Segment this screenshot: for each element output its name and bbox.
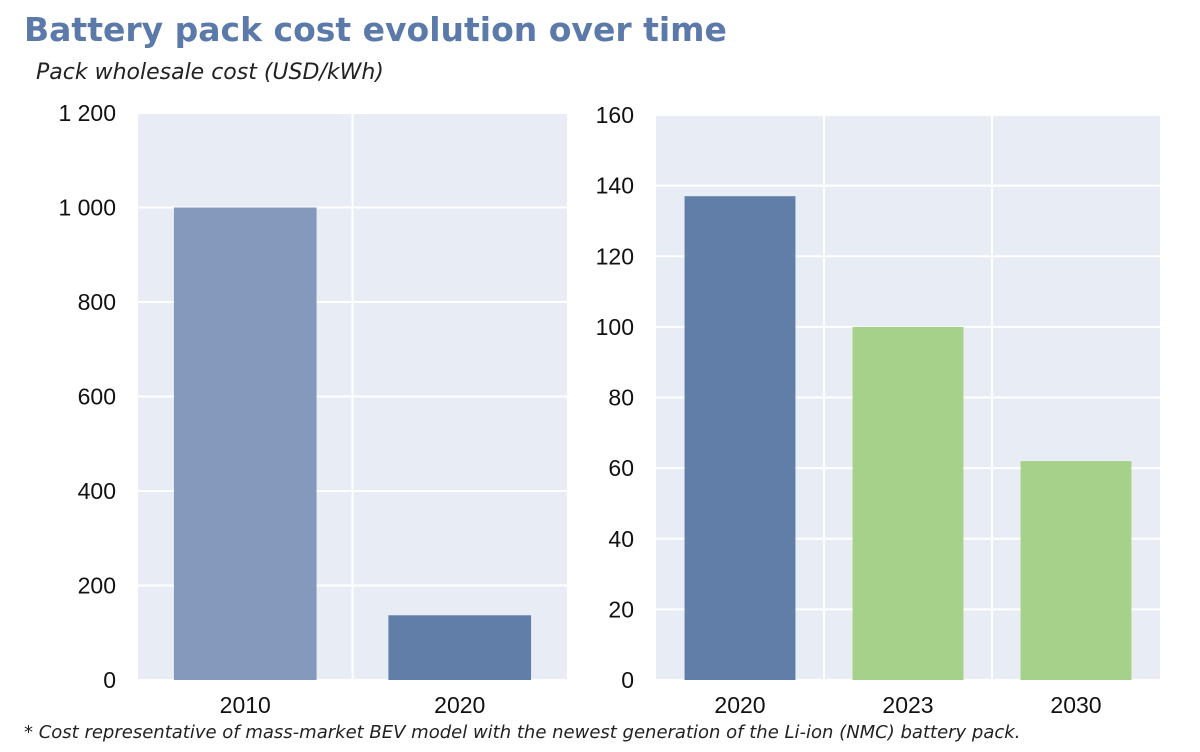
right-y-tick-label: 40 [608, 526, 634, 552]
right-bar-2020 [684, 196, 796, 680]
left-y-tick-label: 400 [78, 478, 116, 504]
left-y-tick-label: 1 000 [58, 195, 116, 221]
left-x-tick-label: 2020 [434, 692, 485, 718]
right-y-tick-label: 160 [596, 102, 634, 128]
right-y-tick-label: 0 [621, 667, 634, 693]
left-y-tick-label: 1 200 [58, 100, 116, 126]
left-x-tick-label: 2010 [220, 692, 271, 718]
left-bar-2020 [388, 615, 532, 680]
right-y-tick-label: 100 [596, 314, 634, 340]
right-y-tick-label: 120 [596, 243, 634, 269]
chart-title: Battery pack cost evolution over time [24, 10, 727, 49]
right-y-tick-label: 20 [608, 596, 634, 622]
right-x-tick-label: 2020 [714, 692, 765, 718]
right-y-tick-label: 80 [608, 385, 634, 411]
left-y-tick-label: 800 [78, 289, 116, 315]
chart-left: 0 200 400 600 800 1 000 1 200 2010 2020 [58, 100, 567, 718]
right-x-tick-label: 2023 [882, 692, 933, 718]
left-bar-2010 [173, 207, 317, 680]
right-y-tick-label: 60 [608, 455, 634, 481]
footnote: * Cost representative of mass-market BEV… [24, 722, 1021, 743]
right-bar-2030 [1020, 461, 1132, 680]
y-axis-unit-label: Pack wholesale cost (USD/kWh) [36, 60, 384, 85]
left-y-tick-label: 200 [78, 573, 116, 599]
right-y-tick-label: 140 [596, 173, 634, 199]
left-y-tick-label: 0 [103, 667, 116, 693]
right-x-tick-label: 2030 [1050, 692, 1101, 718]
left-y-tick-label: 600 [78, 384, 116, 410]
right-bar-2023 [852, 326, 964, 680]
